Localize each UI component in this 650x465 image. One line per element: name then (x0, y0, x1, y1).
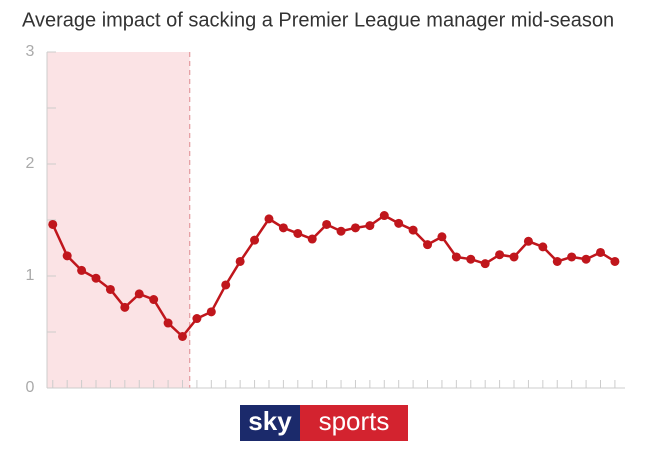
point (149, 295, 159, 305)
point (538, 242, 548, 252)
point (466, 254, 476, 264)
point (379, 211, 389, 221)
point (192, 314, 202, 324)
point (307, 234, 317, 244)
logo-sky-bg (240, 405, 300, 441)
point (365, 221, 375, 231)
y-tick-label: 2 (26, 155, 35, 172)
y-tick-label: 3 (26, 43, 35, 60)
point (350, 223, 360, 233)
shaded-region (47, 52, 190, 388)
point (278, 223, 288, 233)
point (105, 284, 115, 294)
point (250, 235, 260, 245)
point (336, 226, 346, 236)
point (394, 218, 404, 228)
point (206, 307, 216, 317)
point (235, 256, 245, 266)
logo-sports-bg (300, 405, 408, 441)
point (48, 219, 58, 229)
point (423, 240, 433, 250)
point (177, 331, 187, 341)
logo-sky: sky (248, 406, 292, 436)
point (567, 252, 577, 262)
point (221, 280, 231, 290)
point (134, 289, 144, 299)
y-tick-label: 0 (26, 379, 35, 396)
point (523, 236, 533, 246)
point (163, 318, 173, 328)
point (451, 252, 461, 262)
point (610, 256, 620, 266)
point (437, 232, 447, 242)
point (62, 251, 72, 261)
logo: sky sports (240, 405, 408, 441)
point (91, 273, 101, 283)
point (480, 259, 490, 269)
logo-sports: sports (319, 406, 390, 436)
point (120, 302, 130, 312)
chart-title: Average impact of sacking a Premier Leag… (22, 9, 614, 31)
point (408, 225, 418, 235)
point (322, 219, 332, 229)
point (509, 252, 519, 262)
series-line (51, 214, 616, 339)
point (293, 228, 303, 238)
point (77, 265, 87, 275)
point (581, 254, 591, 264)
point (264, 214, 274, 224)
point (552, 256, 562, 266)
point (595, 247, 605, 257)
y-tick-label: 1 (26, 267, 35, 284)
point (495, 250, 505, 260)
